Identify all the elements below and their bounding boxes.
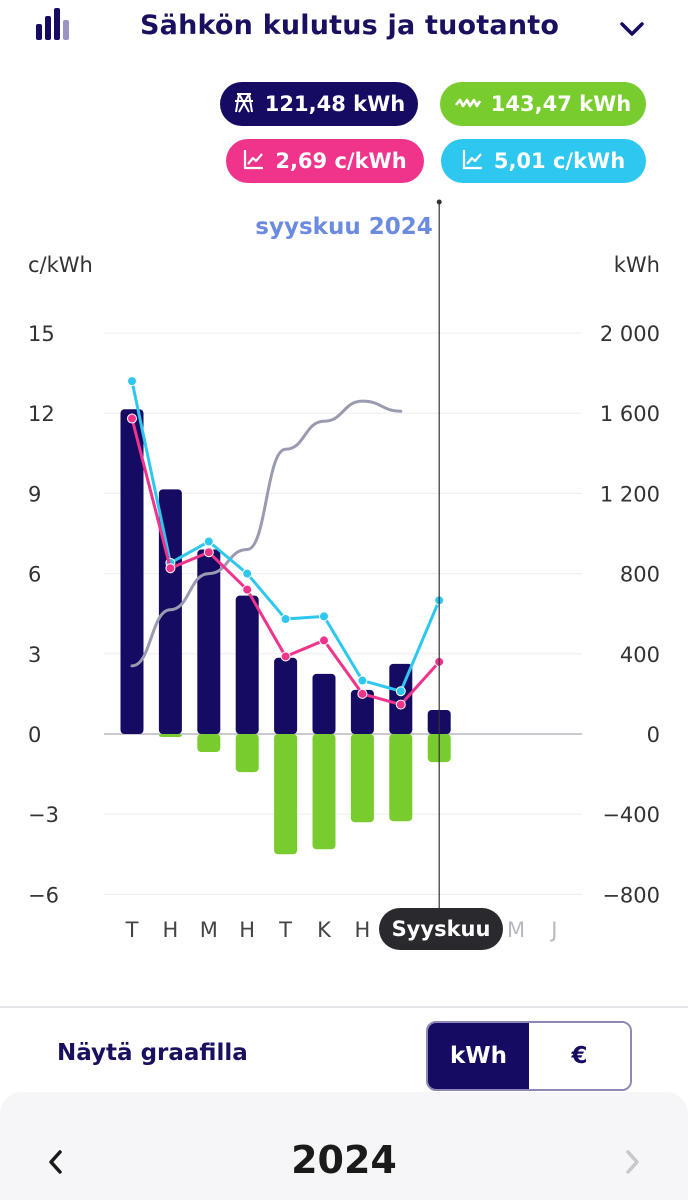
selected-month-tooltip: Syyskuu xyxy=(379,908,503,950)
chevron-down-icon[interactable] xyxy=(616,14,648,50)
production-total-value: 143,47 kWh xyxy=(490,92,632,116)
left-tick-label: 6 xyxy=(28,563,41,587)
right-tick-label: 1 200 xyxy=(600,482,660,506)
year-label: 2024 xyxy=(291,1138,397,1182)
sell-price-point xyxy=(165,563,176,574)
bar-chart-icon xyxy=(36,8,76,46)
right-tick-label: −800 xyxy=(602,883,660,907)
left-tick-label: 3 xyxy=(28,643,41,667)
sell-price-badge[interactable]: 2,69 c/kWh xyxy=(226,139,424,183)
consumption-bar xyxy=(120,409,144,734)
page-title: Sähkön kulutus ja tuotanto xyxy=(140,10,560,41)
buy-price-point xyxy=(280,614,291,625)
right-tick-label: 800 xyxy=(620,563,660,587)
sell-price-point xyxy=(357,688,368,699)
right-tick-label: 2 000 xyxy=(600,322,660,346)
year-navigation-panel xyxy=(0,1092,688,1200)
divider xyxy=(0,1006,688,1008)
selection-cursor-dot xyxy=(436,199,442,205)
production-bar xyxy=(312,734,336,850)
consumption-bar xyxy=(312,673,336,734)
left-tick-label: −6 xyxy=(28,883,59,907)
production-bar xyxy=(274,734,298,855)
left-tick-label: 15 xyxy=(28,322,55,346)
left-tick-label: 0 xyxy=(28,723,41,747)
production-bar xyxy=(235,734,259,773)
chart-title: syyskuu 2024 xyxy=(255,214,432,240)
buy-price-point xyxy=(395,686,406,697)
consumption-total-value: 121,48 kWh xyxy=(264,92,406,116)
sell-price-value: 2,69 c/kWh xyxy=(275,149,407,173)
sell-price-point xyxy=(319,635,329,646)
buy-price-point xyxy=(203,536,214,547)
unit-option-euro[interactable]: € xyxy=(529,1023,630,1089)
production-bar xyxy=(350,734,374,823)
power-tower-icon xyxy=(233,91,255,118)
production-bar xyxy=(197,734,221,753)
buy-price-point xyxy=(127,376,137,387)
unit-toggle[interactable]: kWh € xyxy=(426,1021,632,1091)
sell-price-point xyxy=(280,651,291,662)
x-tick-label: H xyxy=(163,918,179,942)
production-bar xyxy=(389,734,413,822)
header: Sähkön kulutus ja tuotanto xyxy=(0,0,688,60)
right-tick-label: −400 xyxy=(602,803,660,827)
sell-price-point xyxy=(395,699,406,710)
unit-option-kwh[interactable]: kWh xyxy=(428,1023,529,1089)
chevron-left-icon[interactable] xyxy=(44,1148,68,1180)
left-axis-label: c/kWh xyxy=(28,253,93,277)
x-tick-label: M xyxy=(507,918,525,942)
x-tick-label: K xyxy=(317,918,332,942)
consumption-bar xyxy=(350,689,374,734)
power-wave-icon xyxy=(454,92,481,116)
buy-price-point xyxy=(242,568,253,579)
chevron-right-icon[interactable] xyxy=(620,1148,644,1180)
sell-price-point xyxy=(127,413,137,424)
x-tick-label: T xyxy=(125,918,139,942)
buy-price-point xyxy=(319,611,329,622)
consumption-bar xyxy=(197,549,221,734)
right-tick-label: 0 xyxy=(647,723,660,747)
x-tick-label: H xyxy=(355,918,371,942)
x-tick-label: T xyxy=(278,918,292,942)
buy-price-badge[interactable]: 5,01 c/kWh xyxy=(441,139,646,183)
consumption-total-badge[interactable]: 121,48 kWh xyxy=(220,82,418,126)
trend-chart-icon xyxy=(243,148,265,175)
x-tick-label: H xyxy=(239,918,255,942)
buy-price-value: 5,01 c/kWh xyxy=(493,149,626,173)
sell-price-point xyxy=(203,547,214,558)
left-tick-label: 12 xyxy=(28,402,55,426)
right-tick-label: 400 xyxy=(620,643,660,667)
right-tick-label: 1 600 xyxy=(600,402,660,426)
x-tick-label: M xyxy=(200,918,218,942)
right-axis-label: kWh xyxy=(614,253,660,277)
comparison-curve xyxy=(130,399,403,668)
show-on-graph-label: Näytä graafilla xyxy=(57,1040,248,1066)
sell-price-point xyxy=(242,584,253,595)
production-total-badge[interactable]: 143,47 kWh xyxy=(440,82,646,126)
production-bar xyxy=(158,734,182,738)
left-tick-label: −3 xyxy=(28,803,59,827)
consumption-bar xyxy=(235,595,259,734)
energy-chart[interactable]: syyskuu 2024 c/kWh kWh 15 2 000 12 1 600 9 1 200… xyxy=(0,190,688,970)
trend-chart-icon xyxy=(462,148,484,175)
left-tick-label: 9 xyxy=(28,482,41,506)
buy-price-point xyxy=(357,675,368,686)
consumption-bar xyxy=(274,657,298,734)
x-tick-label: J xyxy=(549,918,557,942)
